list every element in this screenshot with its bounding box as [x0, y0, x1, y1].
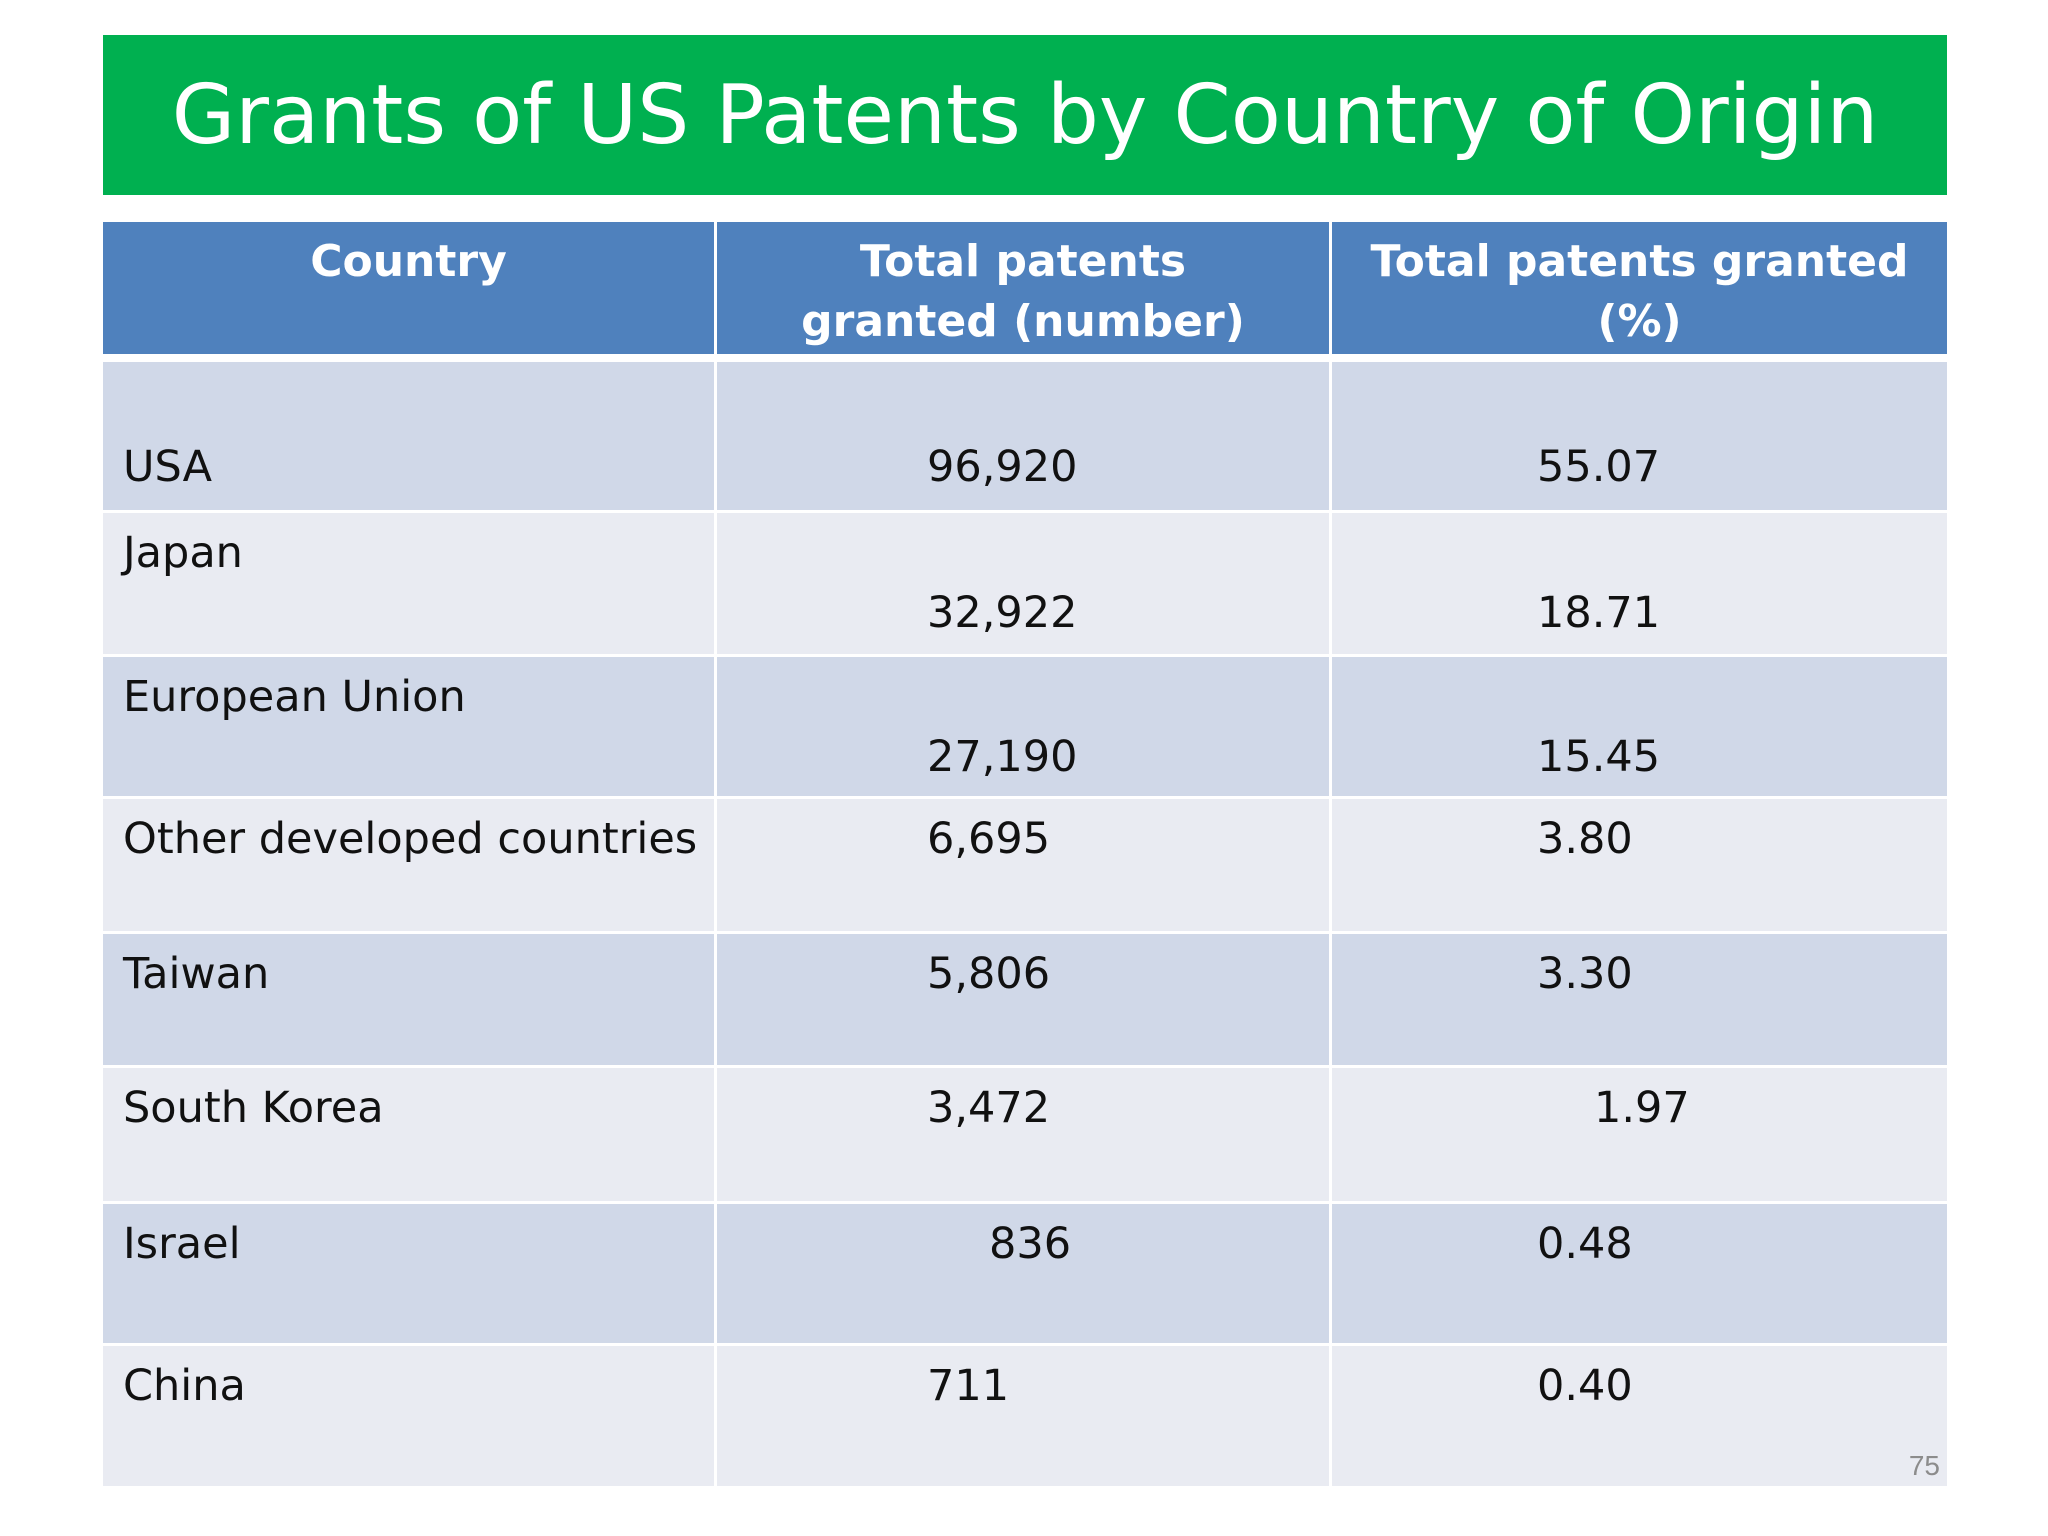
cell-percent: 55.07 — [1332, 362, 1947, 513]
country-name: Japan — [123, 528, 243, 578]
country-name: Taiwan — [123, 949, 270, 999]
patents-table: Country Total patents granted (number) T… — [103, 222, 1947, 1489]
header-country: Country — [103, 222, 717, 362]
table-row: South Korea 3,472 1.97 — [103, 1068, 1947, 1204]
table-header-row: Country Total patents granted (number) T… — [103, 222, 1947, 362]
country-name: European Union — [123, 672, 466, 722]
patent-percent: 55.07 — [1537, 442, 1661, 492]
cell-number: 6,695 — [717, 799, 1332, 934]
table-row: Israel 836 0.48 — [103, 1204, 1947, 1346]
cell-country: USA — [103, 362, 717, 513]
patent-count: 3,472 — [927, 1083, 1051, 1133]
cell-country: European Union — [103, 657, 717, 799]
table-row: Taiwan 5,806 3.30 — [103, 934, 1947, 1068]
patent-percent: 0.40 — [1537, 1361, 1633, 1411]
cell-percent: 1.97 — [1332, 1068, 1947, 1204]
slide-title: Grants of US Patents by Country of Origi… — [171, 67, 1879, 163]
cell-percent: 0.40 — [1332, 1346, 1947, 1489]
country-name: South Korea — [123, 1083, 384, 1133]
header-number-label: Total patents granted (number) — [801, 236, 1245, 347]
cell-country: Taiwan — [103, 934, 717, 1068]
cell-percent: 0.48 — [1332, 1204, 1947, 1346]
patent-percent: 15.45 — [1537, 732, 1661, 782]
cell-percent: 3.80 — [1332, 799, 1947, 934]
cell-number: 96,920 — [717, 362, 1332, 513]
patent-count: 32,922 — [927, 588, 1078, 638]
country-name: Israel — [123, 1219, 241, 1269]
patent-count: 836 — [989, 1219, 1072, 1269]
country-name: USA — [123, 442, 212, 492]
cell-country: China — [103, 1346, 717, 1489]
patent-count: 5,806 — [927, 949, 1051, 999]
patent-percent: 0.48 — [1537, 1219, 1633, 1269]
cell-country: Israel — [103, 1204, 717, 1346]
cell-number: 836 — [717, 1204, 1332, 1346]
title-bar: Grants of US Patents by Country of Origi… — [103, 35, 1947, 195]
patent-percent: 3.30 — [1537, 949, 1633, 999]
patent-percent: 1.97 — [1594, 1083, 1690, 1133]
cell-country: South Korea — [103, 1068, 717, 1204]
cell-percent: 18.71 — [1332, 513, 1947, 657]
cell-percent: 15.45 — [1332, 657, 1947, 799]
table-row: Other developed countries 6,695 3.80 — [103, 799, 1947, 934]
country-name: Other developed countries — [123, 814, 698, 864]
patent-percent: 3.80 — [1537, 814, 1633, 864]
patent-count: 711 — [927, 1361, 1010, 1411]
table-row: Japan 32,922 18.71 — [103, 513, 1947, 657]
header-number: Total patents granted (number) — [717, 222, 1332, 362]
table-row: USA 96,920 55.07 — [103, 362, 1947, 513]
patent-count: 6,695 — [927, 814, 1051, 864]
table-row: European Union 27,190 15.45 — [103, 657, 1947, 799]
cell-number: 5,806 — [717, 934, 1332, 1068]
cell-percent: 3.30 — [1332, 934, 1947, 1068]
patent-count: 96,920 — [927, 442, 1078, 492]
cell-country: Other developed countries — [103, 799, 717, 934]
country-name: China — [123, 1361, 246, 1411]
cell-number: 711 — [717, 1346, 1332, 1489]
patent-count: 27,190 — [927, 732, 1078, 782]
table-row: China 711 0.40 — [103, 1346, 1947, 1489]
patent-percent: 18.71 — [1537, 588, 1661, 638]
cell-number: 3,472 — [717, 1068, 1332, 1204]
cell-number: 27,190 — [717, 657, 1332, 799]
cell-number: 32,922 — [717, 513, 1332, 657]
cell-country: Japan — [103, 513, 717, 657]
slide-number: 75 — [1908, 1450, 1940, 1481]
header-percent: Total patents granted (%) — [1332, 222, 1947, 362]
